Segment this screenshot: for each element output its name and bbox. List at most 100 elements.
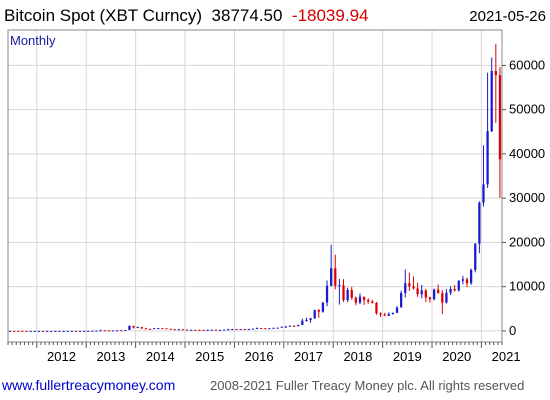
candle <box>486 72 489 188</box>
candle <box>247 328 250 330</box>
candle-body <box>264 328 267 330</box>
candle <box>268 328 271 330</box>
title-change: -18039.94 <box>292 6 369 25</box>
candle-body <box>74 330 78 332</box>
candle <box>498 67 502 199</box>
candle <box>165 328 168 330</box>
candle-body <box>469 269 473 284</box>
candle-body <box>194 329 197 331</box>
candle <box>272 327 275 329</box>
candle <box>54 330 57 332</box>
candle-body <box>103 330 106 332</box>
candle <box>8 330 12 332</box>
candle-body <box>367 299 370 302</box>
candle-body <box>461 279 465 281</box>
candle-body <box>21 330 24 332</box>
period-label: Monthly <box>10 33 56 48</box>
candle-body <box>379 313 382 315</box>
candle <box>107 330 110 332</box>
candle <box>478 201 481 254</box>
footer-url-link[interactable]: www.fullertreacymoney.com <box>1 377 175 393</box>
candle-body <box>173 329 176 331</box>
candle <box>301 318 304 325</box>
candle <box>83 330 86 332</box>
candle <box>391 312 395 315</box>
candle-body <box>25 330 28 332</box>
plot-frame <box>7 29 503 343</box>
candle <box>305 317 308 322</box>
candle <box>412 276 415 290</box>
candle-body <box>437 289 440 294</box>
candle <box>128 325 131 331</box>
x-tick-label: 2013 <box>96 349 125 364</box>
y-tick-label: 60000 <box>509 57 545 72</box>
candle-body <box>494 70 497 76</box>
candle-body <box>453 289 456 291</box>
candle-body <box>375 302 378 314</box>
candlesticks <box>8 43 502 332</box>
candle <box>231 328 234 331</box>
candle <box>342 279 345 302</box>
candle-body <box>210 329 213 331</box>
candle <box>144 327 148 330</box>
candle <box>45 330 49 332</box>
x-tick-label: 2020 <box>442 349 471 364</box>
candle <box>66 330 69 332</box>
candle <box>313 309 316 319</box>
chart-date: 2021-05-26 <box>469 8 546 25</box>
candle <box>445 289 448 304</box>
candle <box>29 330 32 332</box>
candle-body <box>490 70 493 132</box>
candle-body <box>13 330 16 332</box>
candle-body <box>371 301 374 303</box>
candle <box>78 330 82 332</box>
candle <box>255 327 259 329</box>
candle-body <box>313 310 316 319</box>
chart-title: Bitcoin Spot (XBT Curncy) 38774.50 -1803… <box>4 6 368 25</box>
candle-body <box>486 131 489 185</box>
candle-body <box>140 327 143 329</box>
candle-body <box>288 325 292 327</box>
candle <box>25 330 28 332</box>
candle-body <box>301 320 304 325</box>
candle-body <box>408 283 411 287</box>
candle-body <box>87 330 90 332</box>
candle <box>367 298 370 304</box>
candle <box>404 269 407 298</box>
candle <box>449 286 452 296</box>
candle <box>375 301 378 315</box>
candle <box>284 325 288 328</box>
candle <box>227 328 230 331</box>
candle <box>334 254 337 290</box>
candle-body <box>358 296 362 303</box>
candle <box>239 328 242 331</box>
y-tick-label: 40000 <box>509 146 545 161</box>
candle <box>292 325 296 327</box>
candle <box>243 328 246 331</box>
x-tick-label: 2021 <box>492 349 521 364</box>
candle <box>330 244 333 287</box>
candle-body <box>58 330 61 332</box>
candle-body <box>66 330 69 332</box>
candle <box>362 296 366 305</box>
footer-copyright: 2008-2021 Fuller Treacy Money plc. All r… <box>210 378 524 393</box>
candle-body <box>305 319 308 321</box>
candle-body <box>99 330 102 332</box>
candle <box>424 288 427 303</box>
candle <box>465 277 469 288</box>
candle <box>177 328 180 331</box>
x-tick-label: 2017 <box>294 349 323 364</box>
candle-body <box>120 330 123 332</box>
candle-body <box>449 289 452 293</box>
candle <box>70 330 73 332</box>
candle-body <box>128 325 131 331</box>
candle <box>148 328 152 330</box>
candle-body <box>247 328 250 330</box>
candle <box>185 329 189 331</box>
candle-body <box>206 329 209 331</box>
candle-body <box>153 328 156 330</box>
candle-body <box>420 290 423 295</box>
candle <box>173 329 176 331</box>
candle <box>190 329 193 331</box>
candle-body <box>78 330 82 332</box>
